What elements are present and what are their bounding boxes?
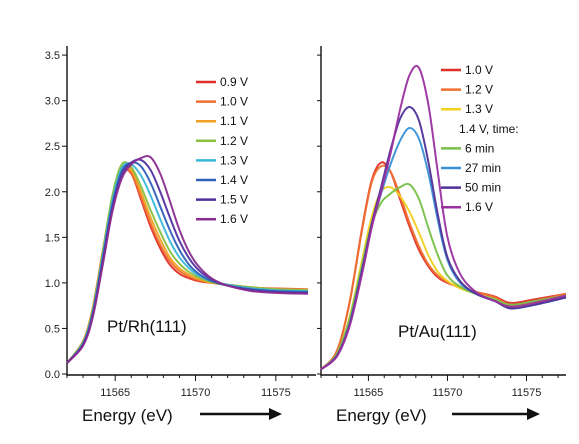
y-tick-label: 3.5 — [45, 50, 60, 62]
series-line-7 — [66, 155, 309, 364]
legend-label: 50 min — [465, 181, 501, 195]
legend-label: 1.6 V — [465, 200, 493, 214]
legend-label: 27 min — [465, 161, 501, 175]
y-tick-label: 2.5 — [45, 141, 60, 153]
legend-label: 1.0 V — [465, 63, 493, 77]
series-line-6 — [320, 64, 567, 371]
legend-label: 1.3 V — [220, 153, 248, 167]
y-tick-label: 0.5 — [45, 323, 60, 335]
legend-label: 1.2 V — [465, 83, 493, 97]
x-tick-label: 11575 — [261, 387, 291, 399]
x-tick-label: 11570 — [433, 387, 463, 399]
x-tick-label: 11570 — [181, 387, 211, 399]
x-arrow-head — [269, 408, 282, 420]
panel-annotation: Pt/Au(111) — [398, 322, 477, 341]
x-axis-label: Energy (eV) — [336, 406, 427, 425]
panel-annotation: Pt/Rh(111) — [107, 317, 187, 336]
panel-pt-au: 11565 11570 11575 1.0 V 1.2 V 1.3 V 1.4 V, tim… — [317, 46, 567, 425]
legend-label: 1.5 V — [220, 193, 248, 207]
x-arrow-head — [527, 408, 540, 420]
x-tick-label: 11565 — [354, 387, 384, 399]
legend-label: 1.1 V — [220, 114, 248, 128]
x-tick-label: 11565 — [100, 387, 130, 399]
panel-pt-rh: 0.0 0.5 1.0 1.5 2.0 2.5 3.0 3.5 11565 11570 11575 0… — [45, 46, 316, 425]
legend-label: 1.0 V — [220, 95, 248, 109]
legend-label: 1.6 V — [220, 212, 248, 226]
legend-label: 6 min — [465, 141, 494, 155]
y-tick-label: 3.0 — [45, 96, 60, 108]
y-tick-label: 2.0 — [45, 187, 60, 199]
legend-label: 0.9 V — [220, 75, 248, 89]
y-tick-label: 1.5 — [45, 232, 60, 244]
legend-label: 1.4 V — [220, 173, 248, 187]
legend-label: 1.2 V — [220, 134, 248, 148]
legend-label: 1.3 V — [465, 102, 493, 116]
x-axis-label: Energy (eV) — [82, 406, 173, 425]
y-tick-label: 0.0 — [45, 369, 60, 381]
legend-heading: 1.4 V, time: — [459, 122, 519, 136]
x-tick-label: 11575 — [512, 387, 542, 399]
series-line-1 — [320, 164, 567, 371]
y-tick-label: 1.0 — [45, 278, 60, 290]
